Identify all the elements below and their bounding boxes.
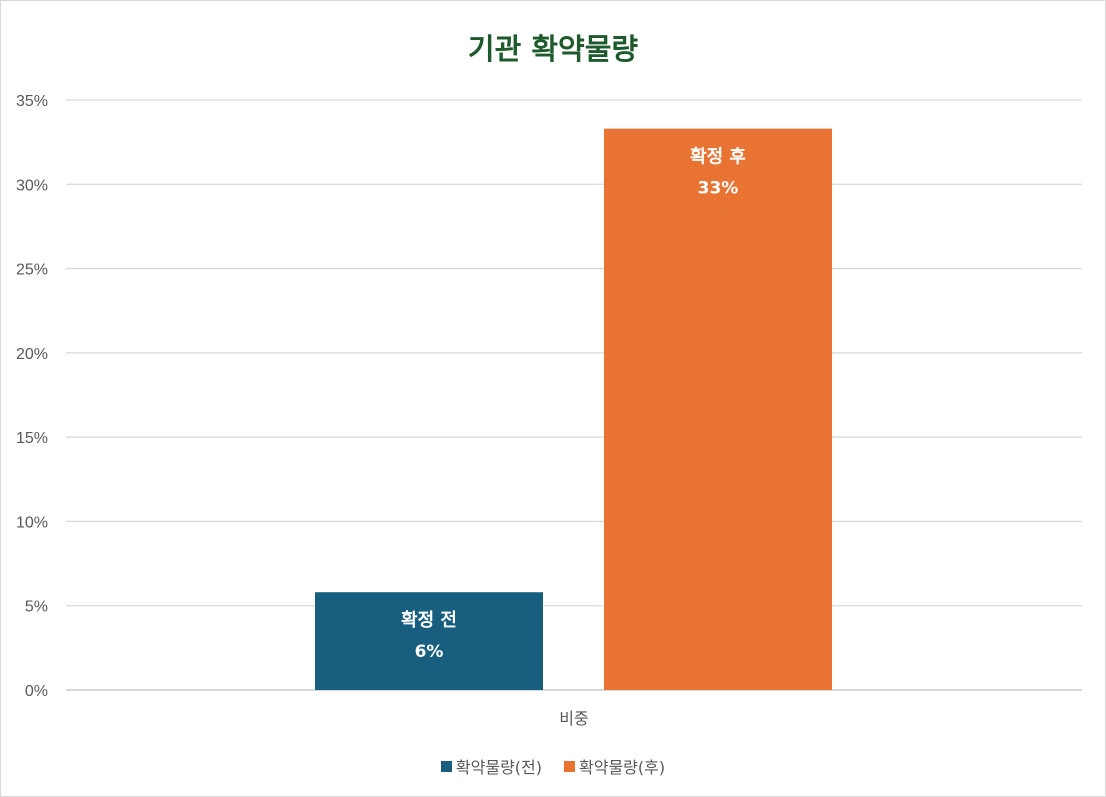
y-tick-label: 25% [16,262,48,279]
y-tick-label: 10% [16,514,48,531]
chart-title: 기관 확약물량 [467,32,639,66]
y-tick-label: 30% [16,177,48,194]
bars [315,128,832,690]
bar-before [315,592,543,690]
x-axis-categories: 비중 [559,709,588,728]
legend-item-before: 확약물량(전) [440,754,542,778]
y-tick-label: 35% [16,93,48,110]
legend-item-after: 확약물량(후) [564,754,665,778]
x-category-label: 비중 [559,709,588,728]
y-axis-ticks: 0% 5% 10% 15% 20% 25% 30% 35% [16,93,48,700]
legend-label-after: 확약물량(후) [579,758,666,777]
gridlines [66,99,1082,691]
bar-label-value: 33% [698,179,739,199]
bar-label-title: 확정 후 [690,147,746,168]
bar-labels: 확정 전 6% 확정 후 33% [401,147,746,663]
bar-label-value: 6% [415,642,444,662]
legend-swatch-before [440,760,452,772]
y-tick-label: 15% [16,430,48,447]
bar-after [604,128,832,690]
legend-label-before: 확약물량(전) [455,758,542,777]
legend-swatch-after [564,760,575,772]
y-tick-label: 20% [16,346,48,363]
legend: 확약물량(전) 확약물량(후) [0,754,1106,778]
bar-label-title: 확정 전 [401,610,457,631]
y-tick-label: 0% [25,683,48,700]
y-tick-label: 5% [25,599,48,616]
